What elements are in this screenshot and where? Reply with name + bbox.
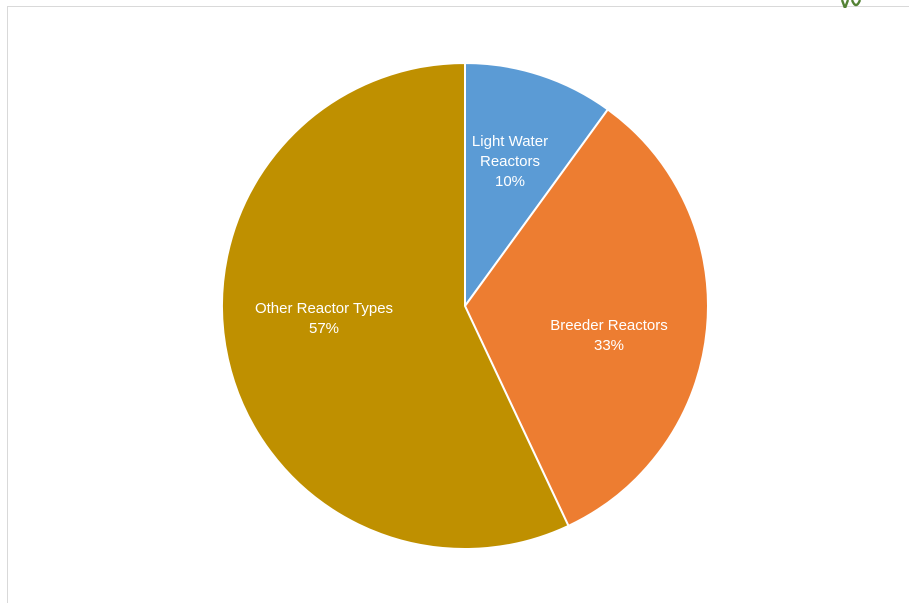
- pie-labels: Light Water Reactors 10% Breeder Reactors 33…: [255, 133, 668, 354]
- slice-percent-label: 57%: [309, 320, 339, 337]
- slice-category-label: Breeder Reactors: [550, 317, 668, 334]
- slice-category-label: Light Water: [472, 133, 548, 150]
- pie-slices: [221, 61, 709, 550]
- slice-category-label: Reactors: [480, 153, 540, 170]
- slice-label-3: Other Reactor Types 57%: [255, 300, 393, 337]
- green-glyph-fragment-icon: [840, 0, 862, 8]
- slice-percent-label: 33%: [594, 337, 624, 354]
- slice-percent-label: 10%: [495, 173, 525, 190]
- pie-slice-2: [463, 108, 709, 528]
- pie-slice-1: [464, 61, 610, 310]
- slice-category-label: Other Reactor Types: [255, 300, 393, 317]
- pie-slice-3: [221, 61, 570, 550]
- slice-label-1: Light Water Reactors 10%: [472, 133, 548, 190]
- slice-label-2: Breeder Reactors 33%: [550, 317, 668, 354]
